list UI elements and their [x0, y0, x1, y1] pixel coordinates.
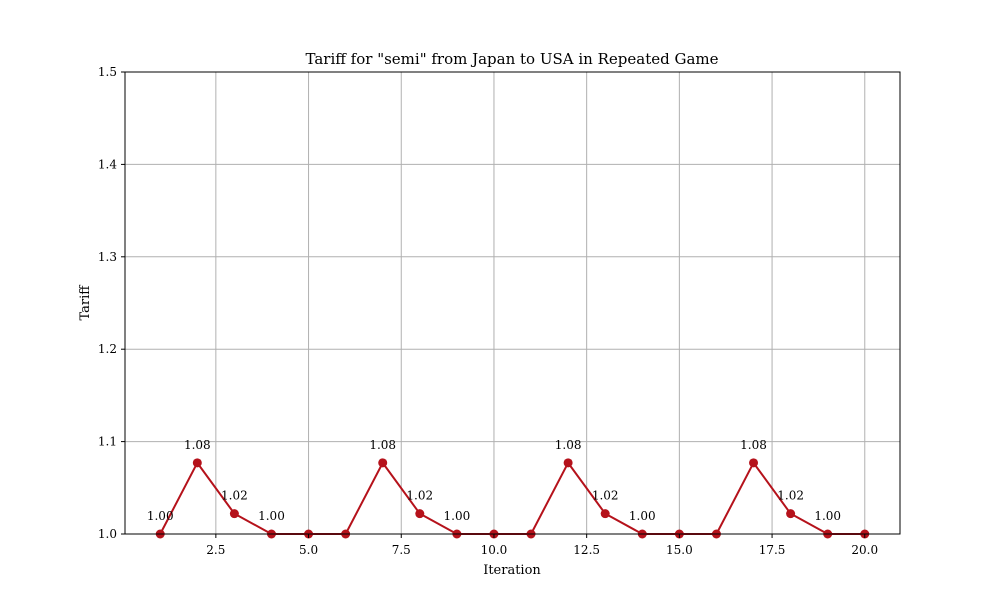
data-label: 1.08 [184, 438, 211, 452]
y-tick-label: 1.2 [98, 342, 117, 356]
data-labels: 1.00 1.08 1.02 1.00 1.08 1.02 1.00 1.08 1.02 1.00… [147, 438, 841, 523]
data-point [415, 509, 425, 519]
x-tick-label: 2.5 [206, 543, 225, 557]
y-axis-label: Tariff [78, 284, 93, 321]
data-point [378, 458, 388, 468]
x-axis-label: Iteration [483, 563, 541, 578]
data-point [786, 509, 796, 519]
x-tick-label: 7.5 [392, 543, 411, 557]
data-label: 1.00 [629, 509, 656, 523]
data-label: 1.02 [221, 489, 248, 503]
x-tick-label: 5.0 [299, 543, 318, 557]
x-tick-label: 12.5 [573, 543, 600, 557]
y-tick-label: 1.5 [98, 65, 117, 79]
data-label: 1.02 [406, 489, 433, 503]
data-point [563, 458, 573, 468]
data-label: 1.00 [258, 509, 285, 523]
y-axis-ticks: 1.0 1.1 1.2 1.3 1.4 1.5 [98, 65, 125, 541]
y-tick-label: 1.0 [98, 527, 117, 541]
data-label: 1.02 [592, 489, 619, 503]
data-label: 1.08 [555, 438, 582, 452]
chart-title: Tariff for "semi" from Japan to USA in R… [306, 50, 719, 68]
data-label: 1.08 [369, 438, 396, 452]
x-tick-label: 15.0 [666, 543, 693, 557]
data-point [192, 458, 202, 468]
y-tick-label: 1.4 [98, 157, 117, 171]
x-tick-label: 10.0 [481, 543, 508, 557]
x-axis-ticks: 2.5 5.0 7.5 10.0 12.5 15.0 17.5 20.0 [206, 534, 878, 557]
data-label: 1.02 [777, 489, 804, 503]
plot-frame [124, 71, 901, 535]
x-tick-label: 20.0 [851, 543, 878, 557]
data-point [600, 509, 610, 519]
data-label: 1.00 [444, 509, 471, 523]
data-label: 1.00 [147, 509, 174, 523]
data-point [749, 458, 759, 468]
data-point [229, 509, 239, 519]
data-label: 1.00 [814, 509, 841, 523]
y-tick-label: 1.3 [98, 250, 117, 264]
x-tick-label: 17.5 [759, 543, 786, 557]
y-tick-label: 1.1 [98, 435, 117, 449]
data-label: 1.08 [740, 438, 767, 452]
